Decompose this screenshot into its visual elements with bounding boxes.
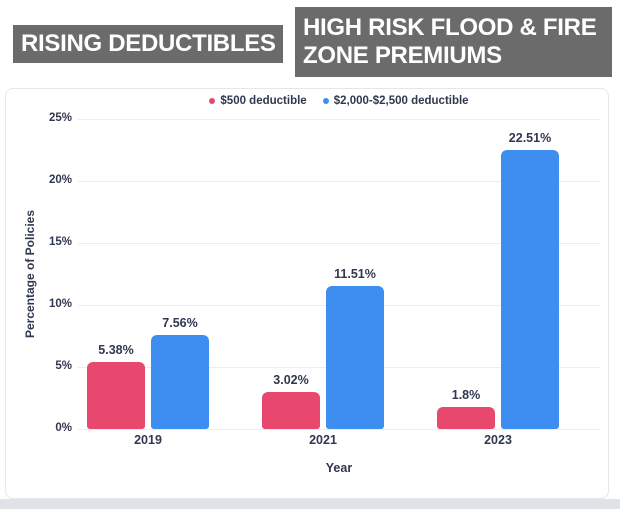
header-title-left: RISING DEDUCTIBLES — [13, 25, 283, 63]
bar-2023-pink — [437, 406, 495, 429]
legend-dot-blue-icon — [322, 98, 329, 104]
x-tick-2021: 2021 — [309, 433, 337, 447]
data-label-2021-pink: 3.02% — [273, 372, 309, 387]
x-tick-2019: 2019 — [134, 433, 162, 447]
bar-group-2019: 5.38% 7.56% — [87, 316, 209, 429]
y-tick-15%: 15% — [48, 236, 72, 248]
bar-wrap: 1.8% — [437, 388, 495, 429]
bar-wrap: 3.02% — [262, 373, 320, 429]
bar-2023-blue — [501, 149, 559, 429]
header-title-right-line1: HIGH RISK FLOOD & FIRE — [303, 13, 597, 41]
bar-2019-pink — [87, 362, 145, 429]
header-title-right: HIGH RISK FLOOD & FIRE ZONE PREMIUMS — [295, 7, 612, 77]
gridline-20% — [78, 181, 600, 182]
bar-2021-pink — [262, 391, 320, 429]
chart-legend: $500 deductible $2,000-$2,500 deductible — [78, 95, 600, 107]
header-title-right-line2: ZONE PREMIUMS — [303, 42, 502, 69]
data-label-2023-pink: 1.8% — [451, 387, 481, 402]
bar-2021-blue — [326, 286, 384, 429]
x-tick-2023: 2023 — [484, 433, 512, 447]
y-tick-25%: 25% — [48, 112, 72, 124]
legend-label: $500 deductible — [220, 95, 307, 107]
gridline-15% — [78, 243, 600, 244]
legend-label: $2,000-$2,500 deductible — [333, 95, 469, 107]
x-axis-title: Year — [325, 461, 353, 475]
plot-area: 0% 5% 10% 15% 20% 25% 5.38% 7.56% 2019 3.02% 11.51… — [49, 112, 600, 447]
data-label-2023-blue: 22.51% — [508, 130, 552, 145]
data-label-2021-blue: 11.51% — [334, 267, 376, 282]
gridline-0% — [78, 429, 600, 430]
data-label-2019-pink: 5.38% — [98, 343, 134, 358]
bar-2019-blue — [151, 335, 209, 429]
bar-group-2023: 1.8% 22.51% — [437, 131, 559, 429]
legend-item-blue: $2,000-$2,500 deductible — [322, 95, 469, 107]
header-title-left-text: RISING DEDUCTIBLES — [21, 29, 276, 57]
y-tick-10%: 10% — [48, 298, 72, 310]
y-tick-5%: 5% — [55, 360, 72, 372]
bar-wrap: 22.51% — [501, 131, 559, 429]
y-tick-20%: 20% — [48, 174, 72, 186]
legend-dot-pink-icon — [209, 98, 216, 104]
y-axis-title: Percentage of Policies — [23, 209, 37, 339]
page-bottom-strip — [0, 499, 620, 509]
y-tick-0%: 0% — [55, 422, 72, 434]
bar-group-2021: 3.02% 11.51% — [262, 267, 384, 429]
bar-wrap: 11.51% — [326, 267, 384, 429]
gridline-25% — [78, 119, 600, 120]
bar-wrap: 7.56% — [151, 316, 209, 429]
legend-item-pink: $500 deductible — [209, 95, 307, 107]
chart-card: $500 deductible $2,000-$2,500 deductible … — [5, 88, 609, 499]
data-label-2019-blue: 7.56% — [162, 316, 198, 331]
bar-wrap: 5.38% — [87, 343, 145, 429]
